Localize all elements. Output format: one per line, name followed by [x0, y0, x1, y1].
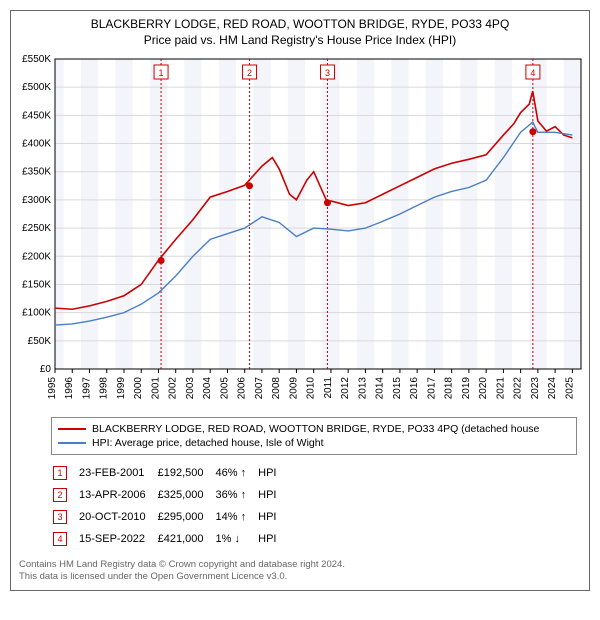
legend-row: HPI: Average price, detached house, Isle… — [58, 436, 570, 450]
svg-text:2004: 2004 — [202, 377, 213, 400]
svg-text:£250K: £250K — [22, 223, 51, 234]
svg-text:£550K: £550K — [22, 54, 51, 65]
legend-label: HPI: Average price, detached house, Isle… — [92, 437, 324, 449]
marker-hpi-label: HPI — [258, 507, 286, 527]
svg-text:£200K: £200K — [22, 251, 51, 262]
marker-hpi-label: HPI — [258, 529, 286, 549]
svg-text:2014: 2014 — [375, 377, 386, 400]
svg-text:£300K: £300K — [22, 195, 51, 206]
marker-number-box: 4 — [53, 532, 67, 546]
marker-hpi-label: HPI — [258, 485, 286, 505]
marker-date: 13-APR-2006 — [79, 485, 156, 505]
marker-row: 2 13-APR-2006£325,00036% ↑HPI — [53, 485, 286, 505]
svg-text:£450K: £450K — [22, 110, 51, 121]
chart-area: £0 £50K £100K £150K £200K £250K £300K £350K £400… — [11, 49, 589, 409]
svg-text:2009: 2009 — [288, 377, 299, 400]
svg-text:2003: 2003 — [185, 377, 196, 400]
svg-text:1998: 1998 — [99, 377, 110, 400]
svg-text:£50K: £50K — [28, 336, 52, 347]
svg-text:£100K: £100K — [22, 308, 51, 319]
marker-price: £421,000 — [158, 529, 214, 549]
svg-text:1997: 1997 — [81, 377, 92, 400]
title-line1: BLACKBERRY LODGE, RED ROAD, WOOTTON BRID… — [15, 17, 585, 31]
svg-text:2000: 2000 — [133, 377, 144, 400]
svg-text:3: 3 — [325, 68, 330, 78]
svg-text:1996: 1996 — [64, 377, 75, 400]
marker-price: £192,500 — [158, 463, 214, 483]
marker-pct: 1% ↓ — [216, 529, 257, 549]
marker-date: 20-OCT-2010 — [79, 507, 156, 527]
marker-number-box: 2 — [53, 488, 67, 502]
svg-text:2019: 2019 — [461, 377, 472, 400]
legend-label: BLACKBERRY LODGE, RED ROAD, WOOTTON BRID… — [92, 423, 539, 435]
marker-pct: 36% ↑ — [216, 485, 257, 505]
marker-date: 23-FEB-2001 — [79, 463, 156, 483]
svg-text:£500K: £500K — [22, 82, 51, 93]
marker-number-box: 1 — [53, 466, 67, 480]
marker-price: £325,000 — [158, 485, 214, 505]
svg-text:2012: 2012 — [340, 377, 351, 400]
svg-text:2007: 2007 — [254, 377, 265, 400]
footer-line1: Contains HM Land Registry data © Crown c… — [19, 559, 581, 571]
title-block: BLACKBERRY LODGE, RED ROAD, WOOTTON BRID… — [11, 11, 589, 49]
svg-text:2005: 2005 — [219, 377, 230, 400]
marker-hpi-label: HPI — [258, 463, 286, 483]
svg-text:2010: 2010 — [306, 377, 317, 400]
svg-text:1995: 1995 — [47, 377, 58, 400]
chart-svg: £0 £50K £100K £150K £200K £250K £300K £350K £400… — [11, 49, 591, 409]
svg-text:2018: 2018 — [444, 377, 455, 400]
marker-pct: 46% ↑ — [216, 463, 257, 483]
svg-text:2011: 2011 — [323, 377, 334, 399]
svg-text:2017: 2017 — [426, 377, 437, 400]
marker-row: 3 20-OCT-2010£295,00014% ↑HPI — [53, 507, 286, 527]
marker-row: 4 15-SEP-2022£421,0001% ↓HPI — [53, 529, 286, 549]
svg-text:2023: 2023 — [530, 377, 541, 400]
marker-row: 1 23-FEB-2001£192,50046% ↑HPI — [53, 463, 286, 483]
svg-text:2015: 2015 — [392, 377, 403, 400]
svg-text:1: 1 — [159, 68, 164, 78]
marker-number-box: 3 — [53, 510, 67, 524]
markers-table: 123-FEB-2001£192,50046% ↑HPI213-APR-2006… — [51, 461, 288, 551]
title-line2: Price paid vs. HM Land Registry's House … — [15, 33, 585, 47]
svg-text:4: 4 — [530, 68, 535, 78]
footer-line2: This data is licensed under the Open Gov… — [19, 571, 581, 583]
chart-container: BLACKBERRY LODGE, RED ROAD, WOOTTON BRID… — [10, 10, 590, 591]
legend-color-line — [58, 428, 86, 430]
svg-text:2: 2 — [247, 68, 252, 78]
svg-text:2025: 2025 — [564, 377, 575, 400]
svg-text:2016: 2016 — [409, 377, 420, 400]
svg-text:£350K: £350K — [22, 167, 51, 178]
marker-price: £295,000 — [158, 507, 214, 527]
marker-date: 15-SEP-2022 — [79, 529, 156, 549]
svg-text:2008: 2008 — [271, 377, 282, 400]
svg-text:1999: 1999 — [116, 377, 127, 400]
svg-text:2002: 2002 — [168, 377, 179, 400]
svg-text:2022: 2022 — [513, 377, 524, 400]
legend: BLACKBERRY LODGE, RED ROAD, WOOTTON BRID… — [51, 417, 577, 455]
svg-text:2001: 2001 — [150, 377, 161, 400]
svg-text:2024: 2024 — [547, 377, 558, 400]
svg-text:2006: 2006 — [237, 377, 248, 400]
svg-text:2013: 2013 — [357, 377, 368, 400]
svg-text:£150K: £150K — [22, 279, 51, 290]
svg-text:£0: £0 — [40, 364, 52, 375]
footer: Contains HM Land Registry data © Crown c… — [11, 557, 589, 590]
svg-text:2020: 2020 — [478, 377, 489, 400]
legend-color-line — [58, 442, 86, 444]
svg-text:2021: 2021 — [495, 377, 506, 400]
svg-text:£400K: £400K — [22, 139, 51, 150]
marker-pct: 14% ↑ — [216, 507, 257, 527]
legend-row: BLACKBERRY LODGE, RED ROAD, WOOTTON BRID… — [58, 422, 570, 436]
